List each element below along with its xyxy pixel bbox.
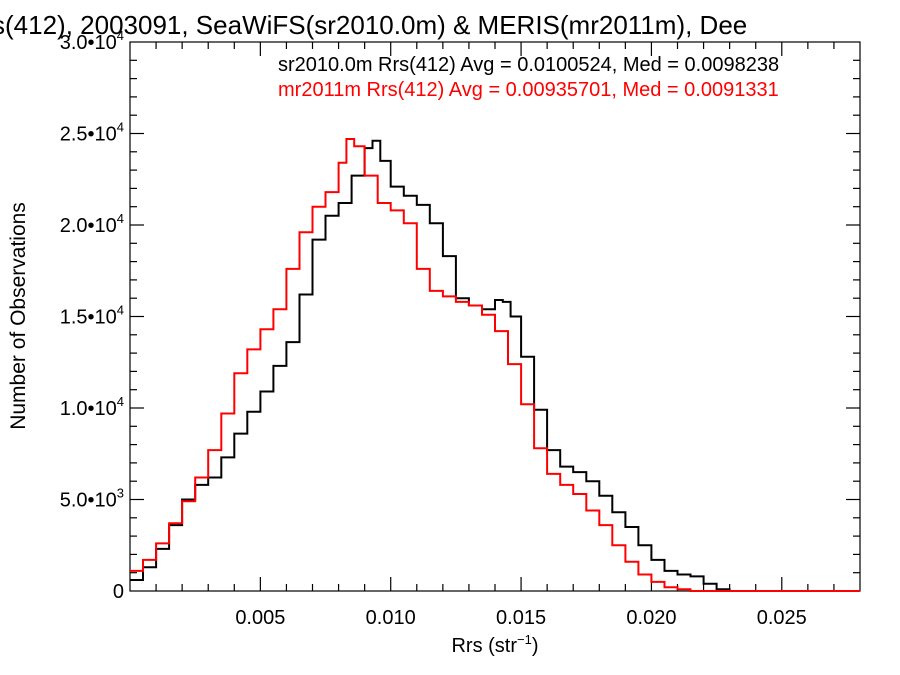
y-axis-label: Number of Observations <box>7 202 30 430</box>
y-tick-label-mantissa: 3.0•10 <box>60 32 117 54</box>
x-axis-label: Rrs (str−1) <box>451 632 538 657</box>
y-axis-ticks: 05.0•1031.0•1041.5•1042.0•1042.5•1043.0•… <box>60 28 860 603</box>
x-axis-label-superscript: −1 <box>517 632 532 647</box>
y-tick-label-exponent: 4 <box>117 211 124 226</box>
y-tick-label-mantissa: 2.0•10 <box>60 215 117 237</box>
x-axis-ticks: 0.005 0.010 0.015 0.020 0.025 <box>155 42 835 629</box>
y-tick-label-mantissa: 1.5•10 <box>60 307 117 329</box>
x-tick-label: 0.025 <box>757 607 807 629</box>
y-tick-label-exponent: 4 <box>117 120 124 135</box>
y-tick-label: 2.0•104 <box>60 211 124 237</box>
chart-title: s(412), 2003091, SeaWiFS(sr2010.0m) & ME… <box>0 10 747 40</box>
y-tick-label: 1.0•104 <box>60 394 124 420</box>
legend-entry-series-2: mr2011m Rrs(412) Avg = 0.00935701, Med =… <box>278 79 779 101</box>
x-axis-label-text: Rrs (str <box>451 635 517 657</box>
y-tick-label-exponent: 4 <box>117 28 124 43</box>
y-tick-label-exponent: 4 <box>117 394 124 409</box>
series-2-line <box>130 138 860 592</box>
y-tick-label-mantissa: 1.0•10 <box>60 398 117 420</box>
y-tick-label: 0 <box>113 581 124 603</box>
y-tick-label-exponent: 3 <box>117 486 124 501</box>
x-tick-label: 0.005 <box>235 607 285 629</box>
y-tick-label-mantissa: 2.5•10 <box>60 124 117 146</box>
x-tick-label: 0.015 <box>496 607 546 629</box>
y-tick-label: 2.5•104 <box>60 120 124 146</box>
y-tick-label: 1.5•104 <box>60 303 124 329</box>
y-tick-label: 5.0•103 <box>60 486 124 512</box>
x-tick-label: 0.010 <box>366 607 416 629</box>
x-axis-label-close: ) <box>532 635 539 657</box>
y-tick-label: 3.0•104 <box>60 28 124 54</box>
x-tick-label: 0.020 <box>626 607 676 629</box>
series-1-line <box>130 139 860 592</box>
series-layer <box>130 138 860 592</box>
y-tick-label-exponent: 4 <box>117 303 124 318</box>
y-tick-label-mantissa: 5.0•10 <box>60 490 117 512</box>
legend-entry-series-1: sr2010.0m Rrs(412) Avg = 0.0100524, Med … <box>278 54 779 76</box>
y-tick-label-mantissa: 0 <box>113 581 124 603</box>
